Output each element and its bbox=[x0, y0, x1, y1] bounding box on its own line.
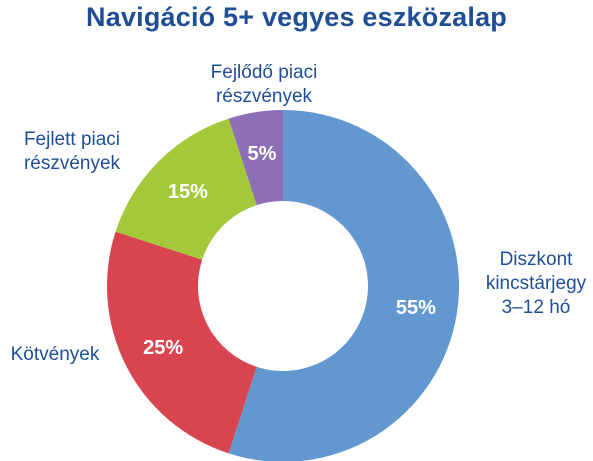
slice-category-label: 3–12 hó bbox=[502, 297, 571, 318]
slice-value-label: 25% bbox=[143, 337, 183, 359]
donut-slice-2 bbox=[115, 118, 257, 260]
slice-category-label: részvények bbox=[216, 86, 313, 107]
category-labels: Diszkont kincstárjegy 3–12 hó Kötvények Fejl… bbox=[11, 62, 587, 365]
slice-category-label: Kötvények bbox=[11, 344, 100, 365]
percentage-labels: 55% 25% 15% 5% bbox=[143, 143, 436, 359]
slice-value-label: 15% bbox=[168, 181, 208, 203]
slice-category-label: Diszkont bbox=[500, 249, 574, 270]
slice-category-label: kincstárjegy bbox=[486, 273, 587, 294]
donut-slice-3 bbox=[228, 110, 283, 206]
donut-slice-0 bbox=[228, 110, 459, 461]
slice-value-label: 55% bbox=[396, 297, 436, 319]
slice-value-label: 5% bbox=[248, 143, 277, 165]
donut-slices bbox=[106, 110, 459, 461]
slice-category-label: részvények bbox=[24, 153, 121, 174]
chart-title: Navigáció 5+ vegyes eszközalap bbox=[86, 2, 507, 32]
slice-category-label: Fejlett piaci bbox=[24, 129, 120, 150]
slice-category-label: Fejlődő piaci bbox=[211, 62, 318, 83]
donut-slice-1 bbox=[106, 231, 257, 454]
